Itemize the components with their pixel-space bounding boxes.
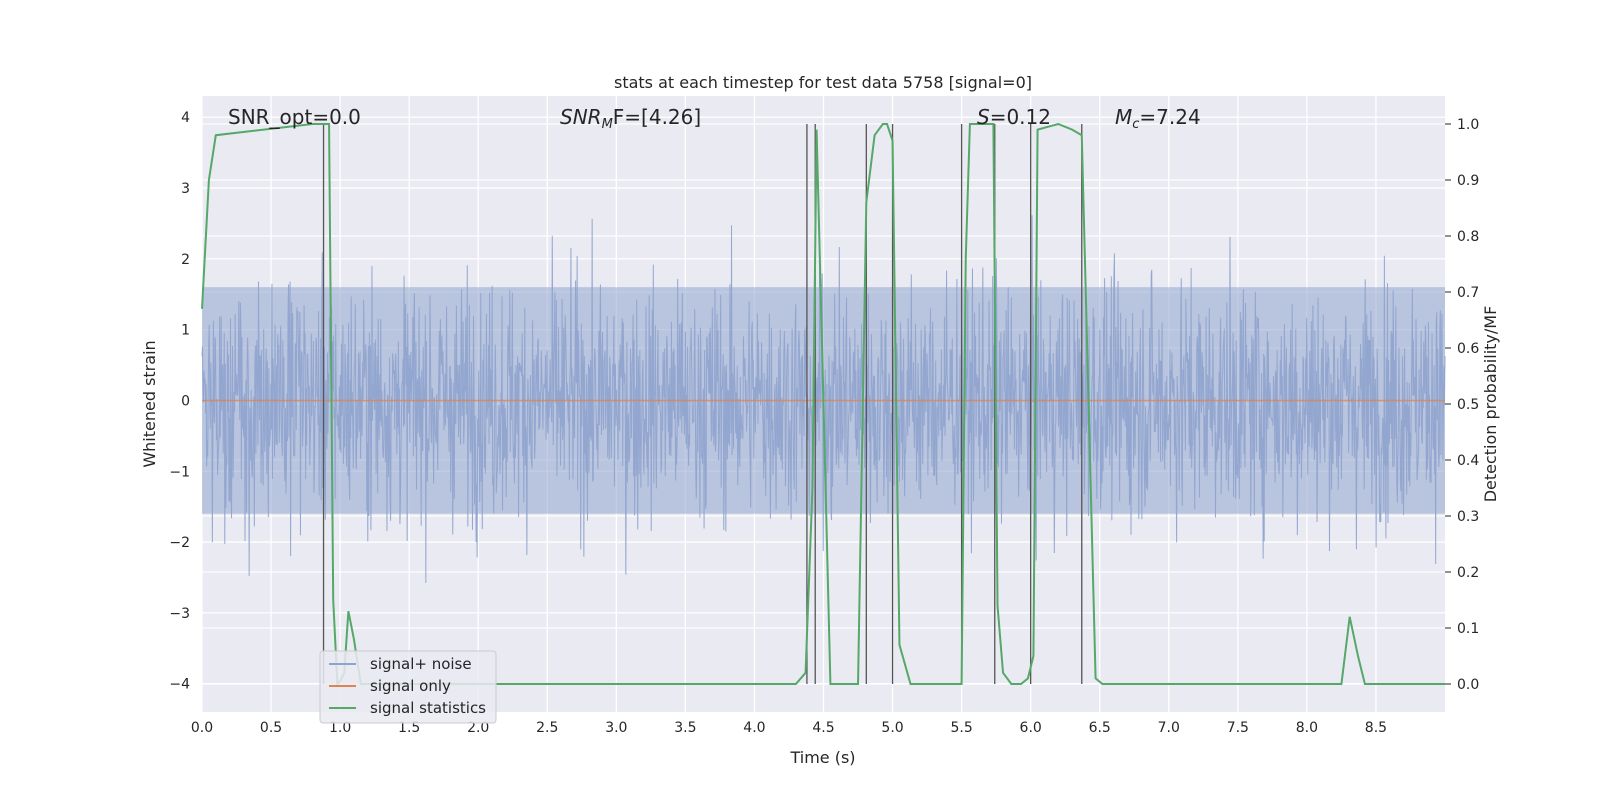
- x-tick-label: 1.0: [329, 720, 351, 736]
- annotation-mc-sub: c: [1132, 117, 1139, 132]
- legend-label-signal-only: signal only: [370, 677, 451, 695]
- y-axis-label-left: Whitened strain: [140, 340, 159, 467]
- y-right-tick-label: 0.1: [1457, 621, 1479, 637]
- y-right-tick-label: 0.9: [1457, 173, 1479, 189]
- y-right-tick-label: 0.7: [1457, 285, 1479, 301]
- x-axis-label: Time (s): [789, 748, 855, 767]
- legend: signal+ noise signal only signal statist…: [319, 650, 497, 724]
- legend-box: [319, 650, 497, 724]
- annotation-s-main: S: [977, 105, 990, 129]
- legend-label-signal-statistics: signal statistics: [370, 699, 486, 717]
- x-tick-label: 4.0: [743, 720, 765, 736]
- y-right-tick-label: 0.8: [1457, 229, 1479, 245]
- y-right-tick-label: 0.6: [1457, 341, 1479, 357]
- y-left-tick-label: 0: [181, 393, 190, 409]
- y-left-tick-label: 2: [181, 252, 190, 268]
- annotation-mc-main: M: [1115, 105, 1132, 129]
- x-tick-label: 3.0: [605, 720, 627, 736]
- x-tick-label: 7.0: [1158, 720, 1180, 736]
- annotation-mc: Mc=7.24: [1115, 105, 1201, 132]
- y-left-tick-label: −2: [169, 535, 190, 551]
- y-left-tick-label: 1: [181, 323, 190, 339]
- y-right-tick-label: 0.2: [1457, 565, 1479, 581]
- x-tick-label: 6.0: [1020, 720, 1042, 736]
- x-tick-label: 8.0: [1296, 720, 1318, 736]
- y-right-tick-label: 0.0: [1457, 677, 1479, 693]
- y-left-tick-label: 4: [181, 110, 190, 126]
- annotation-snr-mf-rest: F=[4.26]: [613, 105, 701, 129]
- y-left-tick-label: 3: [181, 181, 190, 197]
- y-right-tick-label: 0.4: [1457, 453, 1479, 469]
- y-right-tick-label: 1.0: [1457, 117, 1479, 133]
- chart-title: stats at each timestep for test data 575…: [614, 73, 1032, 92]
- y-left-tick-label: −1: [169, 464, 190, 480]
- y-axis-label-right: Detection probability/MF: [1481, 306, 1500, 503]
- x-tick-label: 0.0: [191, 720, 213, 736]
- y-left-tick-label: −4: [169, 677, 190, 693]
- x-tick-label: 3.5: [674, 720, 696, 736]
- x-tick-label: 1.5: [398, 720, 420, 736]
- x-tick-label: 5.5: [950, 720, 972, 736]
- x-tick-label: 0.5: [260, 720, 282, 736]
- annotation-snr-opt: SNR_opt=0.0: [228, 105, 361, 129]
- annotation-snr-mf: SNRMF=[4.26]: [560, 105, 701, 132]
- annotation-snr-mf-main: SNR: [560, 105, 602, 129]
- annotation-s: S=0.12: [977, 105, 1051, 129]
- ticks: 0.0 0.5 1.0 1.5 2.0 2.5 3.0 3.5 4.0 4.5 5.0 5.5 6.0 6…: [169, 110, 1479, 736]
- x-tick-label: 2.5: [536, 720, 558, 736]
- x-tick-label: 4.5: [812, 720, 834, 736]
- legend-label-signal-noise: signal+ noise: [370, 655, 472, 673]
- annotation-s-rest: =0.12: [990, 105, 1051, 129]
- x-tick-label: 7.5: [1227, 720, 1249, 736]
- x-tick-label: 6.5: [1089, 720, 1111, 736]
- x-tick-label: 8.5: [1365, 720, 1387, 736]
- annotation-mc-rest: =7.24: [1139, 105, 1200, 129]
- annotation-snr-mf-sub: M: [602, 117, 613, 132]
- x-tick-label: 2.0: [467, 720, 489, 736]
- y-right-tick-label: 0.3: [1457, 509, 1479, 525]
- y-left-tick-label: −3: [169, 606, 190, 622]
- x-tick-label: 5.0: [881, 720, 903, 736]
- y-right-tick-label: 0.5: [1457, 397, 1479, 413]
